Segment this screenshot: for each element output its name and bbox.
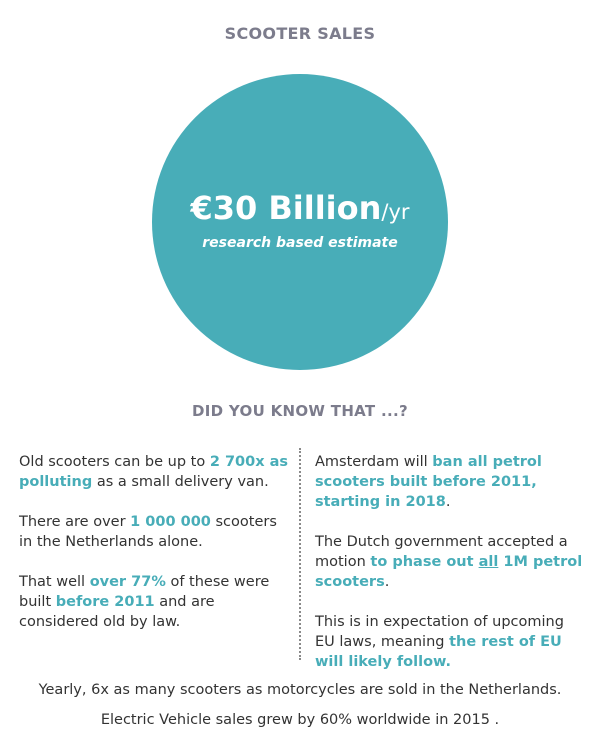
sales-estimate-label: research based estimate xyxy=(202,235,398,251)
fact-highlight: 2 700x as polluting xyxy=(19,454,289,490)
fact-highlight: 1M petrol scooters xyxy=(315,554,583,590)
fact-dutch-motion: The Dutch government accepted a motion t… xyxy=(315,532,587,592)
sales-circle: €30 Billion/yr research based estimate xyxy=(152,74,448,370)
fact-text: The Dutch government accepted a motion xyxy=(315,534,568,570)
footer-line-1: Yearly, 6x as many scooters as motorcycl… xyxy=(38,682,562,698)
fact-highlight: ban all petrol scooters built before 201… xyxy=(315,454,542,510)
fact-text: scooters in the Netherlands alone. xyxy=(19,514,277,550)
fact-text: as a small delivery van. xyxy=(92,474,269,490)
sales-amount-value: €30 Billion xyxy=(190,189,382,227)
sales-amount: €30 Billion/yr xyxy=(152,188,448,232)
facts-left-column: Old scooters can be up to 2 700x as poll… xyxy=(19,452,294,652)
footer-line-2: Electric Vehicle sales grew by 60% world… xyxy=(100,712,500,728)
fact-highlight: before 2011 xyxy=(55,594,155,610)
fact-highlight: over 77% xyxy=(89,574,166,590)
fact-highlight: the rest of EU will likely follow. xyxy=(315,634,562,670)
fact-text: Old scooters can be up to xyxy=(19,454,210,470)
fact-highlight: to phase out xyxy=(370,554,479,570)
fact-eu-laws: This is in expectation of upcoming EU la… xyxy=(315,612,587,672)
fact-text: That well xyxy=(19,574,90,590)
fact-text: This is in expectation of upcoming EU la… xyxy=(315,614,564,650)
fact-text: There are over xyxy=(19,514,131,530)
fact-old-scooters: That well over 77% of these were built b… xyxy=(19,572,294,632)
fact-text: Amsterdam will xyxy=(315,454,433,470)
fact-text: of these were built xyxy=(19,574,270,610)
fact-text: . xyxy=(384,574,390,590)
facts-right-column: Amsterdam will ban all petrol scooters b… xyxy=(315,452,587,692)
fact-text: and are considered old by law. xyxy=(19,594,215,630)
fact-text: . xyxy=(445,494,451,510)
section-title: DID YOU KNOW THAT ...? xyxy=(192,402,408,420)
fact-highlight: 1 000 000 xyxy=(130,514,211,530)
page-title: SCOOTER SALES xyxy=(224,24,376,43)
fact-pollution: Old scooters can be up to 2 700x as poll… xyxy=(19,452,294,492)
fact-scooter-count: There are over 1 000 000 scooters in the… xyxy=(19,512,294,552)
column-divider xyxy=(299,448,301,660)
fact-highlight-underlined: all xyxy=(478,554,499,570)
fact-amsterdam-ban: Amsterdam will ban all petrol scooters b… xyxy=(315,452,587,512)
sales-amount-unit: /yr xyxy=(381,200,410,224)
